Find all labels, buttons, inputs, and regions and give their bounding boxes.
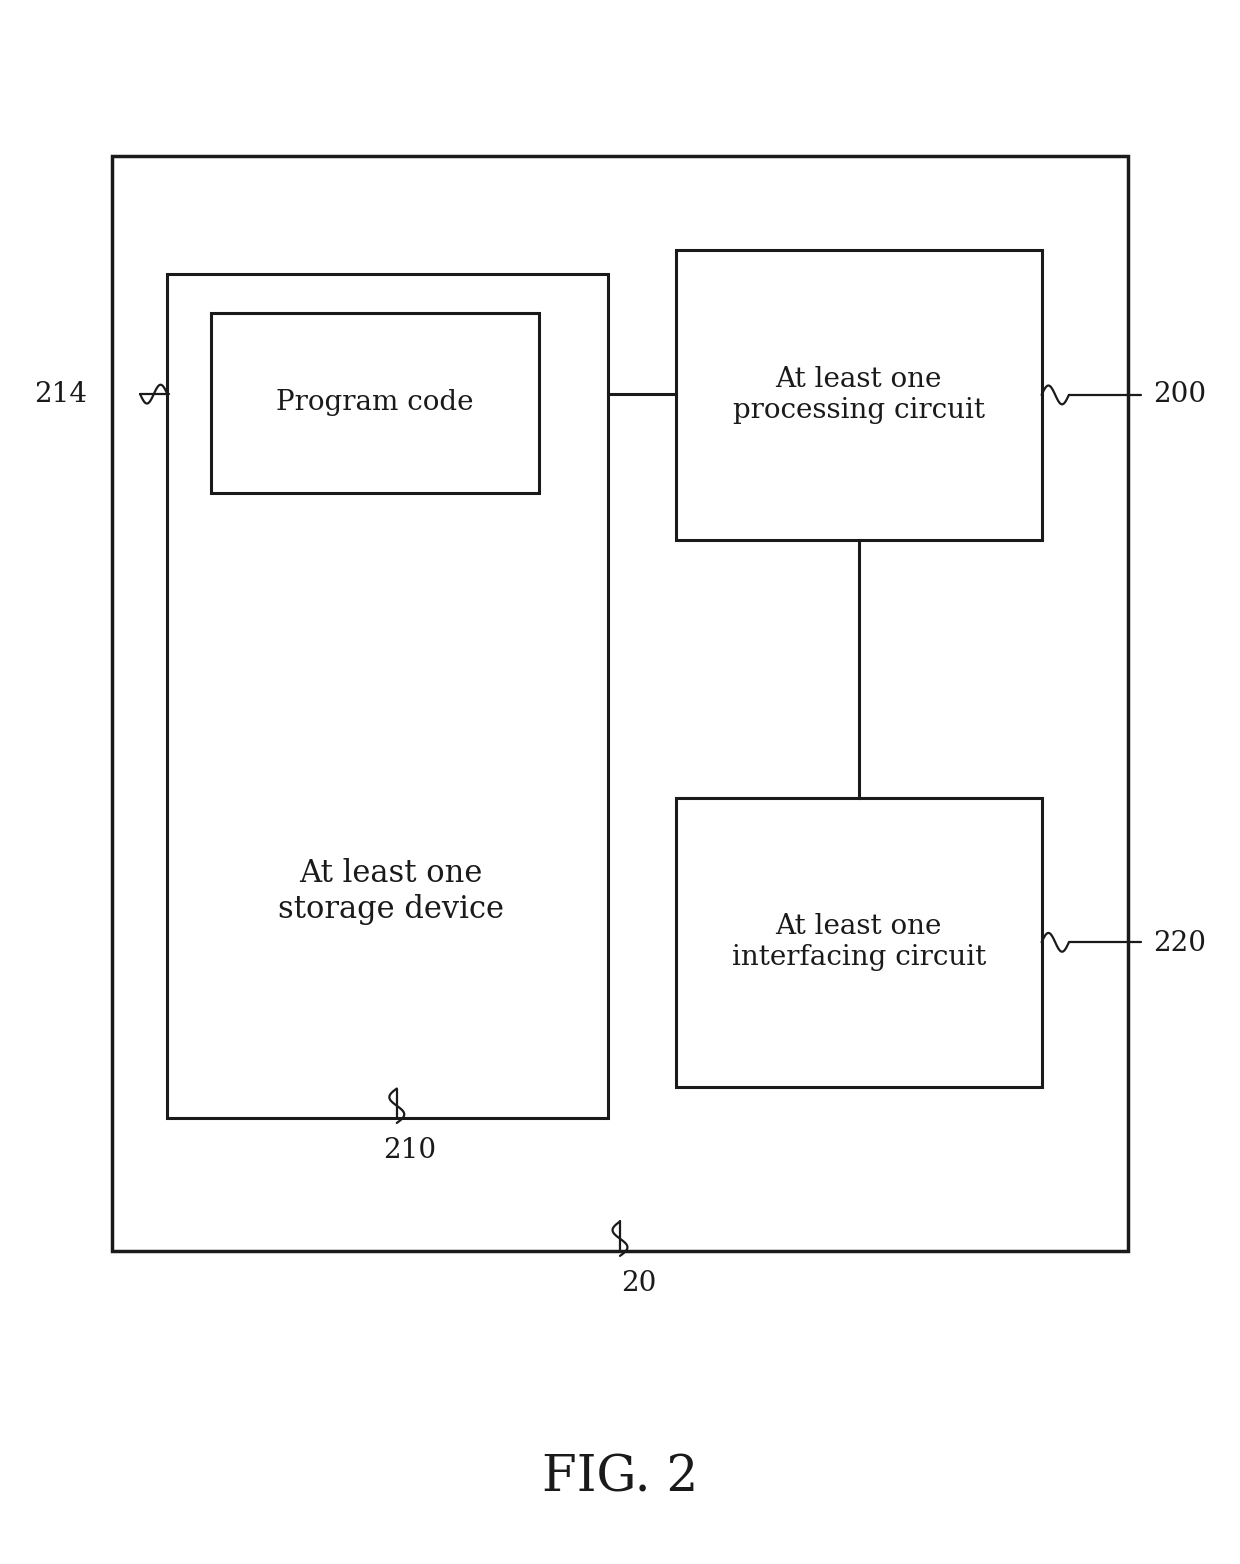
Text: Program code: Program code	[277, 389, 474, 416]
Bar	[112, 156, 1128, 1251]
Bar	[676, 798, 1042, 1087]
Text: 210: 210	[383, 1137, 435, 1164]
Bar	[211, 313, 539, 493]
Text: FIG. 2: FIG. 2	[542, 1453, 698, 1503]
Bar	[676, 250, 1042, 540]
Text: 20: 20	[621, 1270, 656, 1297]
Text: 214: 214	[33, 380, 87, 408]
Bar	[167, 274, 608, 1118]
Text: At least one
interfacing circuit: At least one interfacing circuit	[732, 913, 986, 971]
Text: 200: 200	[1153, 380, 1207, 408]
Text: At least one
processing circuit: At least one processing circuit	[733, 366, 985, 424]
Text: 220: 220	[1153, 929, 1207, 957]
Text: At least one
storage device: At least one storage device	[278, 859, 503, 924]
